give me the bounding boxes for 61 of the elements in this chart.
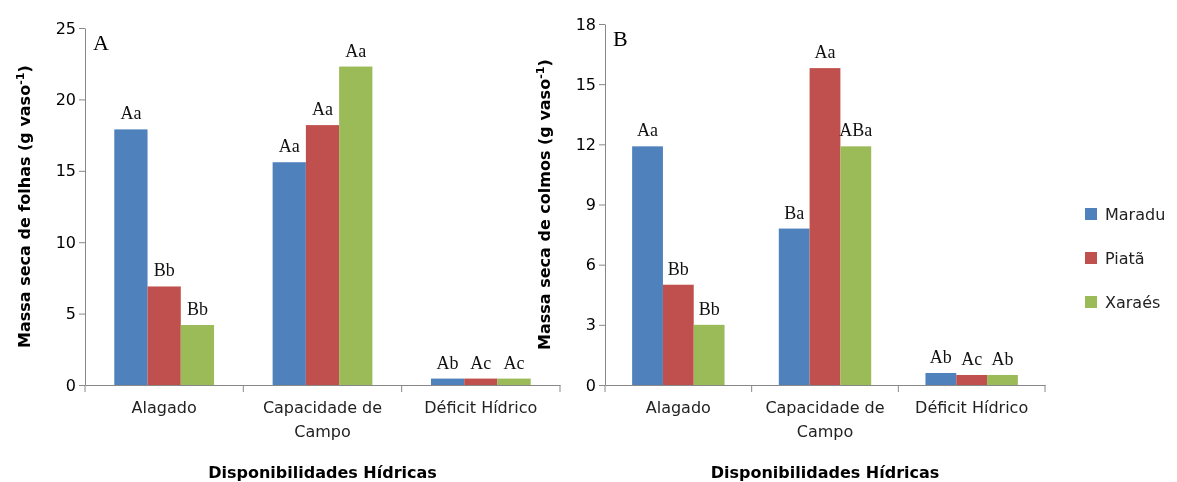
x-axis-title: Disponibilidades Hídricas	[710, 463, 940, 482]
bar	[693, 324, 725, 385]
bar	[272, 162, 306, 385]
x-tick-label: Capacidade de Campo	[765, 398, 885, 441]
y-tick-label: 0	[65, 375, 76, 395]
legend-label: Piatã	[1105, 249, 1145, 268]
x-axis-title: Disponibilidades Hídricas	[208, 463, 437, 482]
data-label: Aa	[345, 40, 367, 61]
bar	[497, 378, 531, 385]
bar	[114, 129, 148, 385]
y-tick-label: 0	[585, 375, 596, 395]
legend-label: Maradu	[1105, 205, 1166, 224]
data-label: Ac	[503, 352, 525, 373]
bar	[180, 325, 215, 385]
x-tick-label: Déficit Hídrico	[424, 398, 538, 417]
y-tick-label: 15	[55, 161, 76, 181]
bar	[925, 372, 957, 385]
x-tick-label: Capacidade de Campo	[262, 398, 383, 441]
bar	[840, 146, 872, 385]
bar	[430, 378, 465, 385]
bar	[305, 125, 340, 385]
bar	[632, 146, 663, 385]
bar	[464, 378, 498, 385]
y-tick-label: 12	[575, 134, 596, 154]
y-tick-label: 15	[575, 74, 596, 94]
bar	[778, 228, 810, 385]
legend-label: Xaraés	[1105, 293, 1161, 312]
y-tick-label: 20	[55, 90, 76, 110]
data-label: Ab	[929, 346, 952, 367]
bar	[662, 284, 694, 385]
data-label: Ac	[961, 348, 983, 369]
data-label: Bb	[698, 298, 720, 319]
bar	[339, 66, 373, 385]
bar	[987, 374, 1018, 385]
annotation: B	[613, 26, 628, 51]
x-tick-label: Alagado	[131, 398, 197, 417]
y-tick-label: 10	[55, 232, 76, 252]
data-label: Aa	[637, 120, 659, 141]
data-label: Aa	[312, 99, 333, 120]
data-label: Bb	[186, 299, 208, 320]
data-label: Bb	[667, 258, 689, 279]
data-label: Ab	[436, 352, 459, 373]
y-tick-label: 6	[585, 255, 596, 275]
x-tick-label: Déficit Hídrico	[915, 398, 1029, 417]
data-label: Bb	[153, 260, 175, 281]
y-tick-label: 9	[585, 195, 596, 215]
bar	[809, 68, 841, 385]
x-tick-label: Alagado	[645, 398, 711, 417]
bar	[147, 286, 181, 385]
data-label: Ba	[784, 202, 805, 223]
y-tick-label: 5	[65, 304, 76, 324]
bar	[956, 374, 988, 385]
annotation: A	[93, 30, 109, 55]
y-tick-label: 25	[55, 18, 76, 38]
data-label: Aa	[120, 103, 142, 124]
data-label: Ac	[470, 352, 492, 373]
data-label: Aa	[278, 136, 300, 157]
y-tick-label: 3	[585, 315, 596, 335]
data-label: Ab	[991, 348, 1014, 369]
y-tick-label: 18	[575, 14, 596, 34]
data-label: Aa	[814, 42, 836, 63]
